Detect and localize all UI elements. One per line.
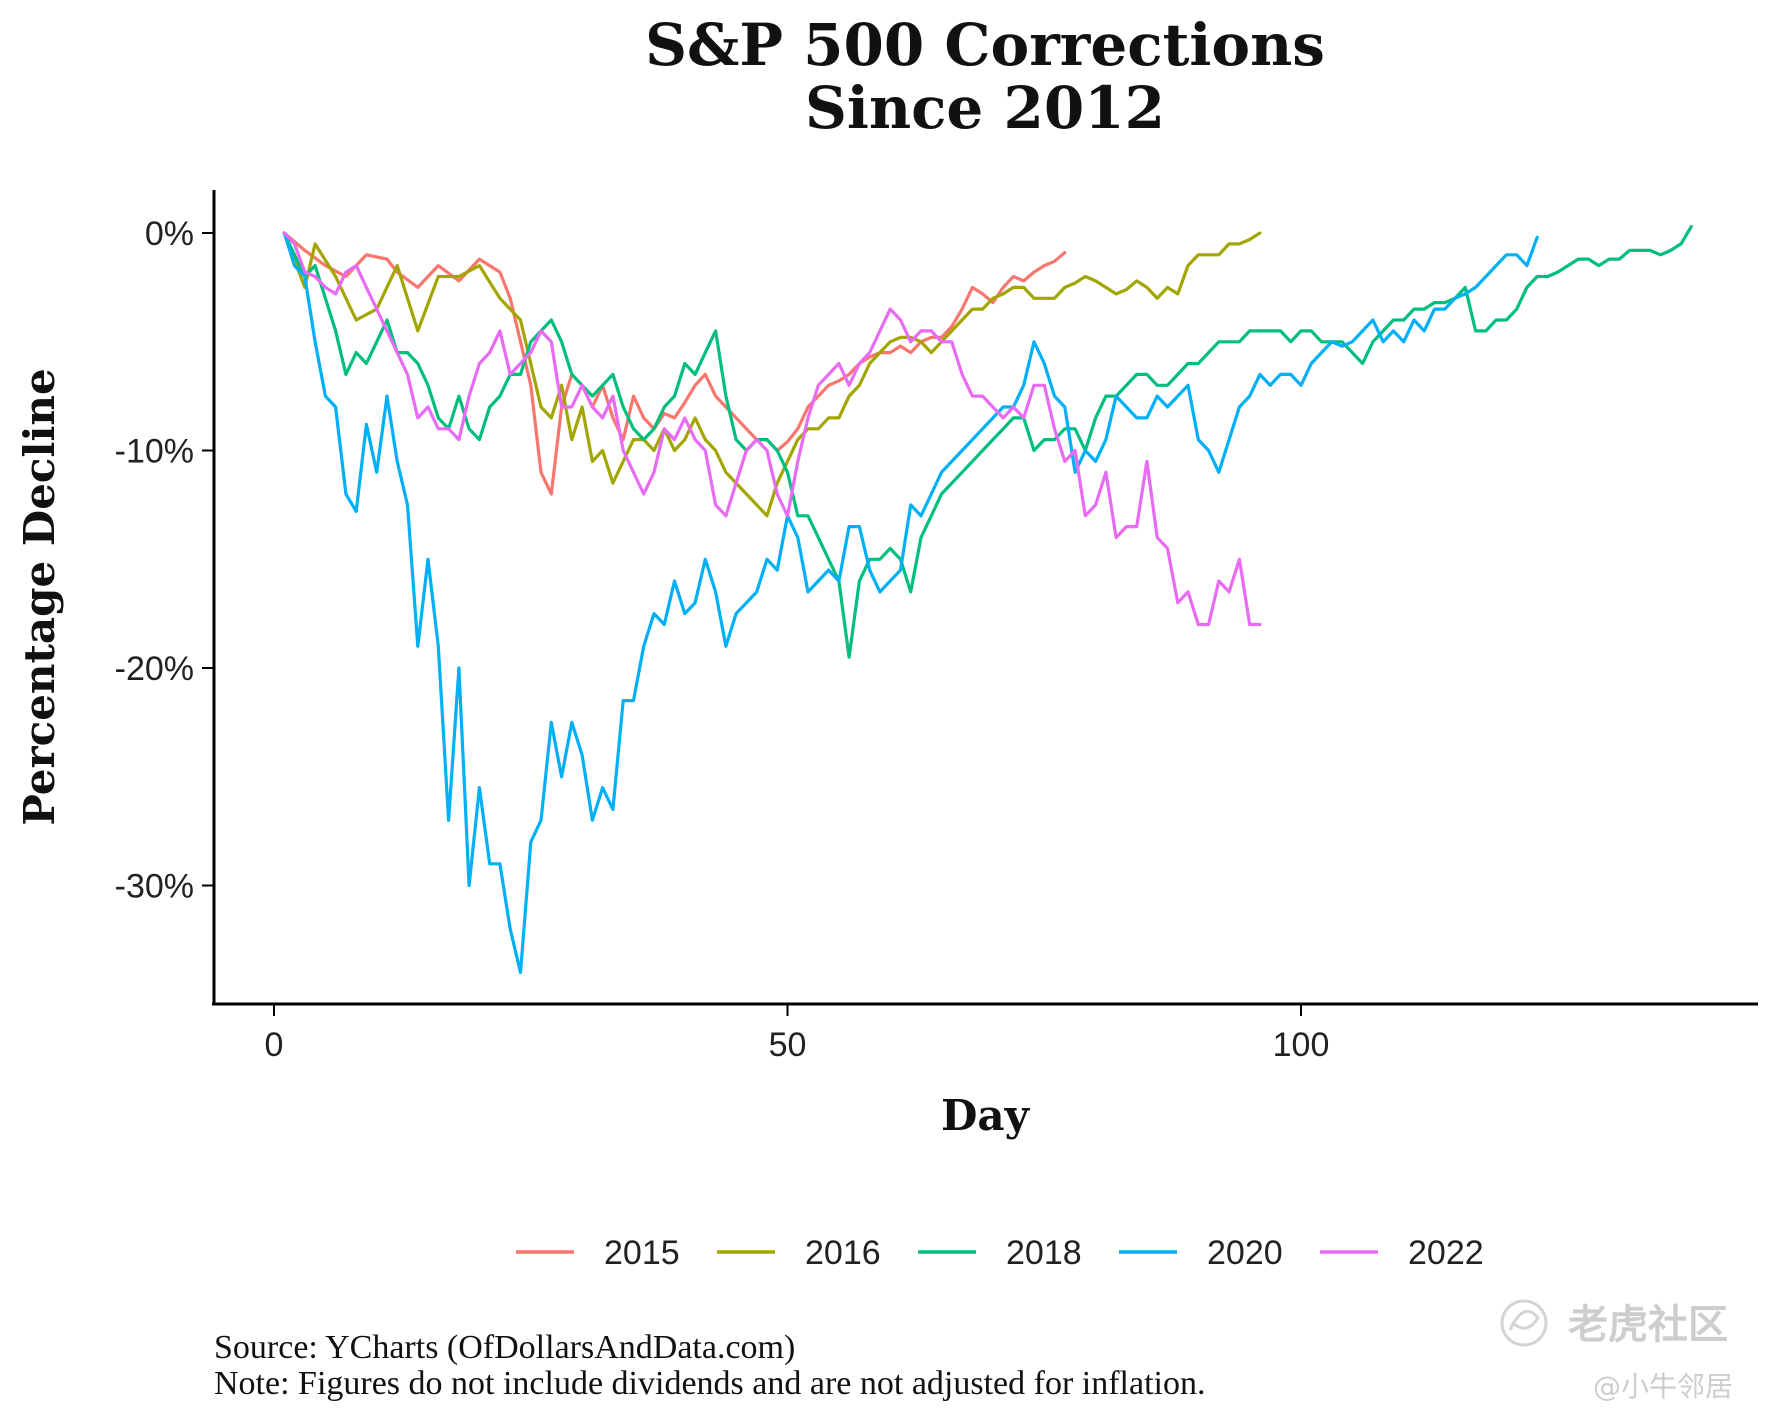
y-axis-ticks: 0% -10% -20% -30% [115, 215, 214, 906]
series-group [282, 224, 1693, 975]
legend-item-2015: 2015 [516, 1234, 680, 1272]
legend-label: 2015 [604, 1234, 680, 1272]
legend-label: 2020 [1207, 1234, 1283, 1272]
legend-item-2022: 2022 [1320, 1234, 1484, 1272]
legend-label: 2016 [805, 1234, 881, 1272]
legend-label: 2022 [1408, 1234, 1484, 1272]
legend-item-2016: 2016 [717, 1234, 881, 1272]
legend-item-2018: 2018 [918, 1234, 1082, 1272]
legend: 2015 2016 2018 2020 2022 [516, 1234, 1484, 1272]
y-tick-label: -30% [115, 868, 194, 906]
x-axis-ticks: 0 50 100 [265, 1004, 1330, 1064]
inflation-note: Note: Figures do not include dividends a… [214, 1365, 1205, 1402]
x-axis-title: Day [941, 1091, 1031, 1140]
watermark-logo-icon [1500, 1299, 1548, 1347]
series-line-2015 [282, 231, 1067, 496]
series-line-2022 [282, 231, 1262, 627]
source-note: Source: YCharts (OfDollarsAndData.com) [214, 1329, 795, 1366]
chart-title-line-1: S&P 500 Corrections [645, 11, 1325, 79]
x-tick-label: 100 [1273, 1026, 1330, 1064]
y-tick-label: -20% [115, 650, 194, 688]
chart-title-line-2: Since 2012 [805, 74, 1165, 142]
series-line-2016 [282, 231, 1262, 518]
y-tick-label: -10% [115, 433, 194, 471]
watermark-brand: 老虎社区 [1568, 1302, 1728, 1348]
y-axis-title: Percentage Decline [15, 368, 64, 825]
legend-item-2020: 2020 [1119, 1234, 1283, 1272]
series-line-2020 [282, 231, 1539, 975]
watermark-logo-swirl [1508, 1309, 1540, 1331]
x-tick-label: 0 [265, 1026, 284, 1064]
watermark-user: @小牛邻居 [1593, 1370, 1733, 1403]
y-tick-label: 0% [145, 215, 194, 253]
legend-label: 2018 [1006, 1234, 1082, 1272]
x-tick-label: 50 [769, 1026, 807, 1064]
watermark: 老虎社区 @小牛邻居 [1500, 1299, 1733, 1403]
